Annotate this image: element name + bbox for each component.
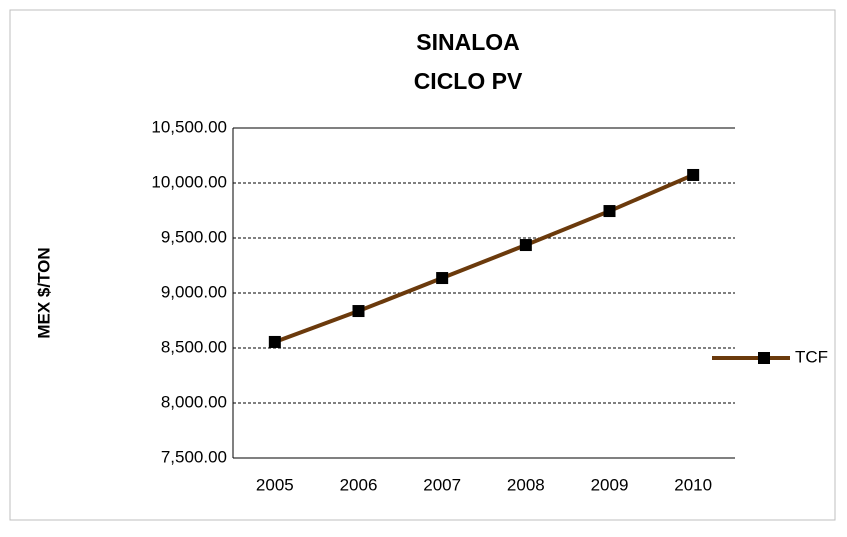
y-tick-label: 9,500.00 <box>161 227 227 246</box>
y-tick-label: 10,000.00 <box>151 172 227 191</box>
point-marker <box>352 305 365 318</box>
point-marker <box>687 168 700 181</box>
x-tick-label: 2006 <box>340 475 378 494</box>
point-marker <box>603 205 616 218</box>
y-tick-label: 8,000.00 <box>161 392 227 411</box>
y-tick-label: 8,500.00 <box>161 337 227 356</box>
x-tick-label: 2008 <box>507 475 545 494</box>
x-tick-label: 2005 <box>256 475 294 494</box>
point-marker <box>436 272 449 285</box>
y-tick-label: 9,000.00 <box>161 282 227 301</box>
y-axis-label: MEX $/TON <box>34 247 53 338</box>
legend-label: TCF <box>795 347 828 366</box>
point-marker <box>268 335 281 348</box>
x-tick-label: 2009 <box>591 475 629 494</box>
chart-border <box>9 9 836 521</box>
y-tick-label: 7,500.00 <box>161 447 227 466</box>
legend-marker <box>758 352 770 364</box>
x-tick-label: 2007 <box>423 475 461 494</box>
chart-title: SINALOA <box>416 29 520 55</box>
point-marker <box>519 239 532 252</box>
x-tick-label: 2010 <box>674 475 712 494</box>
series-line <box>274 173 694 344</box>
y-tick-label: 10,500.00 <box>151 117 227 136</box>
chart-title: CICLO PV <box>414 68 523 94</box>
